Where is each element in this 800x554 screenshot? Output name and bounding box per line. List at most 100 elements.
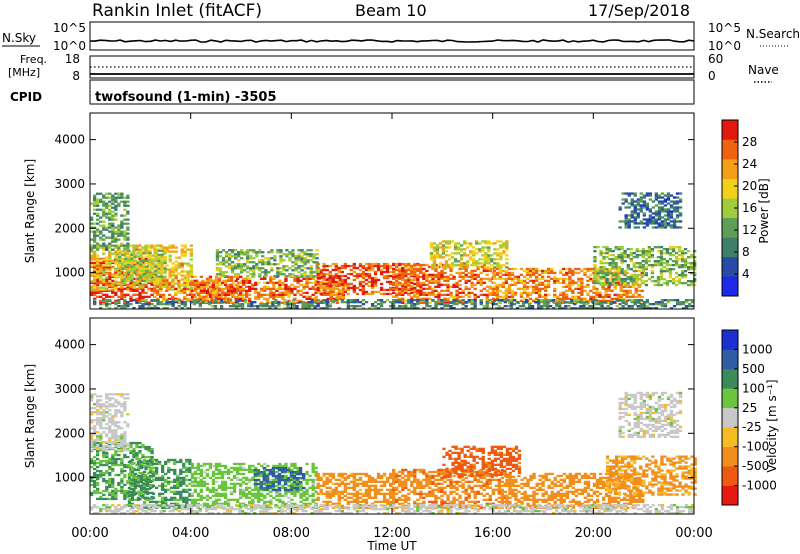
echo-cell [105, 423, 109, 426]
echo-cell [152, 285, 157, 288]
echo-cell [190, 297, 195, 300]
echo-cell [108, 222, 112, 225]
echo-cell [499, 244, 503, 247]
echo-cell [607, 299, 611, 302]
echo-cell [441, 252, 446, 255]
echo-cell [499, 258, 503, 261]
echo-cell [215, 259, 220, 262]
echo-cell [114, 429, 118, 432]
echo-cell [160, 255, 164, 258]
echo-cell [346, 284, 351, 288]
echo-cell [288, 253, 292, 256]
echo-cell [90, 258, 94, 261]
echo-cell [617, 256, 621, 259]
echo-cell [602, 252, 606, 255]
echo-cell [286, 303, 290, 306]
echo-cell [438, 256, 443, 259]
echo-cell [224, 255, 229, 258]
echo-cell [186, 248, 190, 251]
echo-cell [93, 204, 97, 207]
echo-cell [105, 248, 109, 251]
echo-cell [245, 277, 249, 280]
echo-cell [120, 284, 124, 287]
echo-cell [510, 289, 515, 292]
echo-cell [627, 214, 631, 217]
echo-cell [628, 285, 632, 288]
echo-cell [493, 242, 497, 245]
echo-cell [132, 447, 136, 451]
echo-cell [637, 269, 641, 273]
echo-cell [495, 287, 500, 290]
echo-cell [352, 266, 357, 270]
echo-cell [118, 259, 122, 262]
echo-cell [120, 449, 124, 452]
echo-cell [136, 251, 140, 254]
echo-cell [334, 262, 338, 266]
echo-cell [251, 287, 255, 290]
echo-cell [647, 248, 652, 251]
echo-cell [114, 198, 118, 201]
echo-cell [343, 288, 348, 292]
echo-cell [404, 307, 408, 310]
echo-cell [631, 285, 635, 288]
echo-cell [472, 264, 476, 267]
echo-cell [108, 403, 112, 406]
echo-cell [629, 258, 633, 261]
echo-cell [656, 283, 661, 287]
echo-cell [434, 295, 438, 298]
echo-cell [248, 285, 252, 288]
echo-cell [281, 297, 285, 300]
echo-cell [300, 251, 304, 254]
echo-cell [314, 287, 318, 290]
echo-cell [186, 307, 190, 310]
echo-cell [120, 457, 124, 461]
echo-cell [117, 232, 121, 235]
echo-cell [111, 234, 115, 237]
echo-cell [96, 214, 100, 217]
echo-cell [660, 196, 665, 199]
echo-cell [502, 246, 506, 249]
echo-cell [232, 289, 237, 292]
echo-cell [276, 263, 280, 266]
echo-cell [666, 192, 671, 195]
echo-cell [322, 299, 326, 302]
echo-cell [370, 280, 375, 284]
echo-cell [650, 264, 655, 267]
echo-cell [398, 277, 402, 280]
echo-cell [129, 284, 133, 287]
echo-cell [547, 275, 551, 278]
echo-cell [493, 252, 497, 255]
echo-cell [108, 441, 112, 444]
echo-cell [99, 419, 103, 422]
echo-cell [293, 279, 297, 282]
echo-cell [117, 403, 121, 406]
echo-cell [196, 281, 201, 284]
echo-cell [637, 285, 641, 288]
echo-cell [123, 218, 127, 221]
echo-cell [129, 297, 133, 300]
echo-cell [459, 256, 464, 259]
echo-cell [392, 305, 396, 308]
echo-cell [607, 293, 611, 296]
echo-cell [108, 256, 112, 259]
echo-cell [485, 289, 489, 292]
echo-cell [93, 194, 97, 197]
echo-cell [482, 287, 486, 290]
echo-cell [162, 299, 166, 302]
echo-cell [96, 242, 100, 245]
echo-cell [425, 305, 429, 308]
echo-cell [211, 287, 216, 290]
echo-cell [99, 274, 103, 277]
echo-cell [562, 285, 566, 288]
echo-cell [120, 295, 124, 298]
echo-cell [292, 305, 296, 308]
echo-cell [132, 289, 136, 292]
echo-cell [449, 285, 453, 288]
echo-cell [567, 305, 571, 308]
echo-cell [431, 307, 435, 310]
echo-cell [123, 208, 127, 211]
echo-cell [492, 291, 497, 294]
echo-cell [267, 251, 271, 254]
echo-cell [202, 291, 207, 294]
echo-cell [446, 293, 450, 296]
